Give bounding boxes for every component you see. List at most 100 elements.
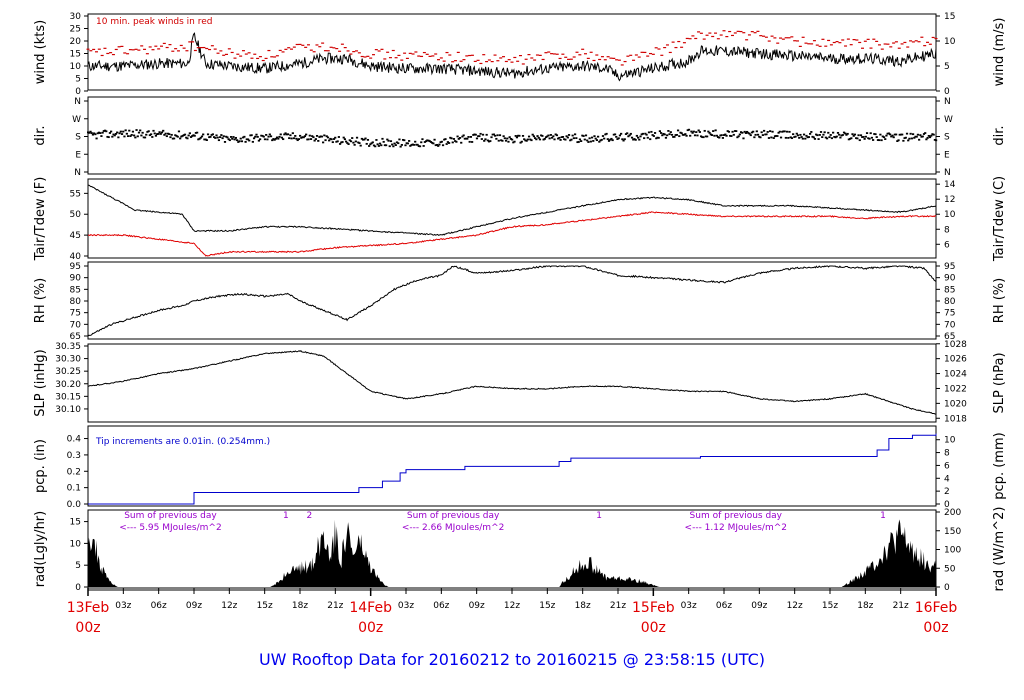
direction-mark (913, 136, 916, 139)
direction-mark (719, 134, 722, 137)
direction-mark (667, 130, 670, 132)
series-precip-step (88, 433, 937, 505)
left-tick-label: 20 (70, 37, 82, 47)
direction-mark (632, 138, 635, 141)
direction-mark (852, 134, 855, 137)
direction-mark (749, 134, 752, 137)
direction-mark (885, 134, 888, 137)
right-tick-label: 65 (944, 332, 955, 342)
direction-mark (657, 136, 660, 139)
direction-mark (666, 134, 669, 137)
direction-mark (147, 130, 150, 133)
direction-mark (845, 133, 848, 136)
direction-mark (371, 141, 374, 144)
direction-mark (829, 134, 832, 136)
direction-mark (508, 136, 511, 139)
direction-mark (737, 135, 740, 138)
direction-mark (93, 132, 96, 135)
direction-mark (336, 140, 339, 143)
direction-mark (365, 142, 368, 145)
left-tick-label: 10 (70, 62, 82, 72)
direction-mark (699, 135, 703, 138)
direction-mark (290, 137, 293, 140)
direction-mark (593, 135, 596, 138)
right-tick-label: 1024 (944, 370, 967, 380)
direction-mark (550, 136, 554, 139)
direction-mark (498, 134, 502, 137)
direction-mark (668, 133, 671, 136)
direction-mark (181, 135, 184, 137)
direction-mark (691, 131, 694, 134)
direction-mark (440, 140, 443, 143)
direction-mark (709, 133, 712, 136)
direction-mark (725, 134, 728, 137)
date-label: 14Feb (349, 600, 392, 616)
date-label: 16Feb (915, 600, 958, 616)
direction-mark (623, 138, 626, 141)
direction-mark (212, 136, 216, 138)
direction-mark (313, 139, 316, 142)
daily-sum-label: Sum of previous day (690, 511, 783, 521)
left-tick-label: 0.2 (67, 467, 81, 477)
direction-mark (480, 138, 483, 140)
direction-mark (821, 136, 824, 138)
left-tick-label: 55 (70, 189, 81, 199)
direction-mark (680, 132, 683, 135)
direction-mark (432, 142, 435, 145)
direction-mark (460, 141, 463, 144)
direction-mark (300, 136, 303, 139)
direction-mark (744, 132, 748, 134)
direction-mark (524, 139, 527, 142)
direction-mark (907, 139, 910, 142)
direction-mark (124, 129, 127, 132)
direction-mark (231, 137, 234, 140)
direction-mark (839, 136, 842, 139)
direction-mark (198, 137, 201, 140)
direction-mark (800, 136, 803, 138)
direction-mark (529, 138, 532, 141)
direction-mark (890, 135, 893, 138)
panel-frame (87, 343, 937, 423)
direction-mark (338, 143, 342, 145)
direction-mark (324, 139, 327, 142)
direction-mark (721, 137, 724, 139)
direction-mark (489, 140, 492, 142)
direction-mark (424, 140, 428, 143)
direction-mark (196, 131, 199, 134)
direction-mark (341, 141, 344, 143)
direction-mark (228, 139, 231, 142)
direction-mark (199, 136, 202, 139)
direction-mark (191, 135, 194, 137)
direction-mark (317, 139, 320, 142)
direction-mark (781, 130, 784, 133)
left-tick-label: 30.25 (55, 367, 81, 377)
right-tick-label: 4 (944, 474, 950, 484)
direction-mark (411, 143, 414, 146)
right-tick-label: 10 (944, 436, 956, 446)
direction-mark (254, 135, 257, 138)
direction-mark (238, 140, 241, 143)
direction-mark (160, 131, 164, 134)
direction-mark (462, 134, 465, 137)
right-axis-label: dir. (992, 125, 1007, 145)
direction-mark (650, 130, 653, 133)
direction-mark (329, 137, 332, 140)
direction-mark (868, 137, 871, 140)
direction-mark (112, 133, 115, 136)
direction-mark (111, 135, 114, 138)
direction-mark (772, 137, 775, 139)
direction-mark (458, 137, 462, 139)
direction-mark (748, 132, 751, 135)
direction-mark (512, 141, 515, 144)
day-marker: 1 (596, 511, 602, 521)
direction-mark (130, 134, 133, 136)
direction-mark (519, 141, 522, 144)
direction-mark (415, 143, 418, 146)
direction-mark (257, 139, 261, 142)
left-tick-label: 30.20 (55, 380, 81, 390)
left-tick-label: 25 (70, 25, 81, 35)
direction-mark (182, 134, 185, 137)
left-axis-label: RH (%) (33, 278, 48, 323)
direction-mark (215, 134, 218, 137)
direction-mark (783, 130, 786, 133)
